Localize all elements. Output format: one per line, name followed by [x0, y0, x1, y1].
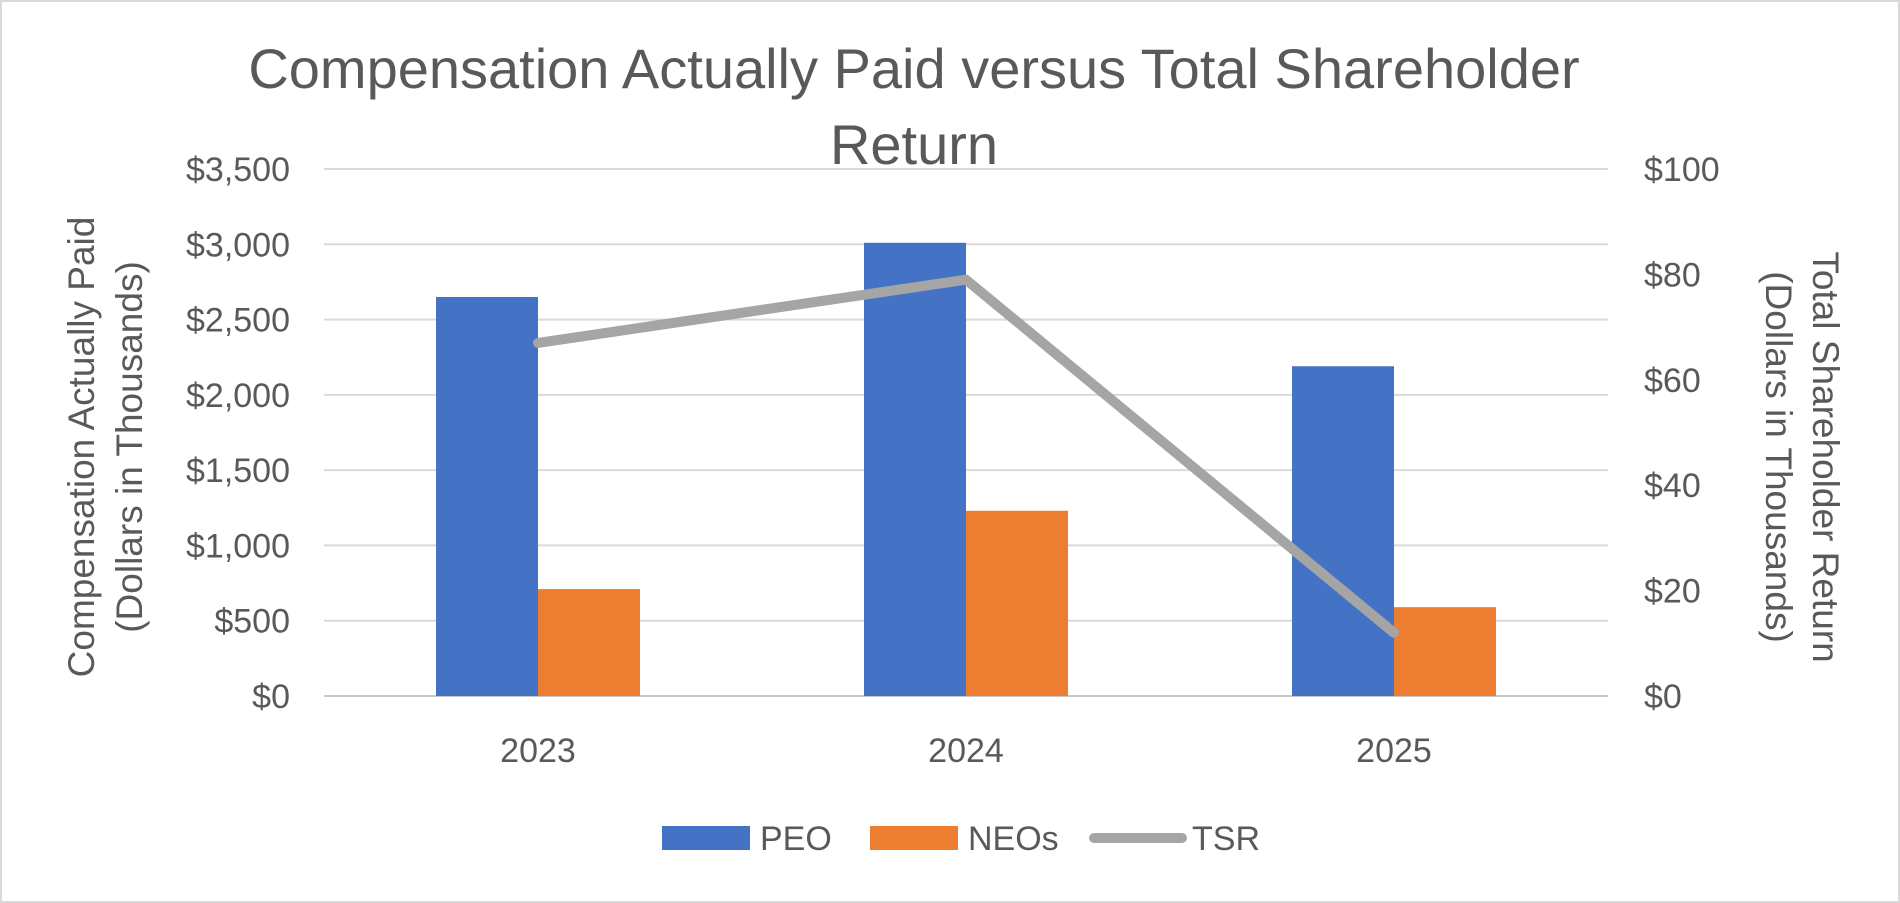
- bar-peo-2025: [1292, 366, 1394, 696]
- right-y-axis: $0 $20 $40 $60 $80 $100: [1644, 151, 1720, 716]
- right-tick-label: $60: [1644, 362, 1701, 400]
- x-tick-label: 2023: [500, 732, 576, 770]
- tsr-line-series: [533, 274, 1399, 638]
- bar-peo-2024: [864, 242, 966, 696]
- legend-label-neos: NEOs: [968, 820, 1059, 858]
- x-tick-label: 2025: [1356, 732, 1432, 770]
- chart-title-line-2: Return: [830, 113, 998, 176]
- left-axis-title-line-1: Compensation Actually Paid: [61, 217, 102, 678]
- left-tick-label: $2,500: [186, 302, 290, 340]
- tsr-line: [533, 274, 1399, 638]
- legend-label-peo: PEO: [760, 820, 832, 858]
- right-tick-label: $80: [1644, 256, 1701, 294]
- bar-peo-2023: [436, 296, 538, 696]
- bars: [436, 242, 1496, 696]
- legend-label-tsr: TSR: [1192, 820, 1260, 858]
- legend: PEO NEOs TSR: [662, 820, 1260, 858]
- left-tick-label: $1,500: [186, 452, 290, 490]
- left-y-axis: $0 $500 $1,000 $1,500 $2,000 $2,500 $3,000 $3,5…: [186, 151, 290, 716]
- right-tick-label: $40: [1644, 467, 1701, 505]
- right-tick-label: $100: [1644, 151, 1720, 189]
- left-tick-label: $0: [252, 678, 290, 716]
- legend-swatch-peo: [662, 826, 750, 850]
- right-axis-title-line-2: (Dollars in Thousands): [1758, 271, 1799, 643]
- left-tick-label: $3,000: [186, 226, 290, 264]
- x-tick-label: 2024: [928, 732, 1004, 770]
- x-axis: 2023 2024 2025: [500, 732, 1432, 770]
- left-tick-label: $1,000: [186, 527, 290, 565]
- chart-title-line-1: Compensation Actually Paid versus Total …: [248, 37, 1579, 100]
- left-axis-title-line-2: (Dollars in Thousands): [109, 261, 150, 633]
- bar-neos-2024: [966, 510, 1068, 696]
- left-tick-label: $500: [214, 603, 290, 641]
- bar-neos-2023: [538, 589, 640, 696]
- right-axis-title-line-1: Total Shareholder Return: [1805, 251, 1846, 662]
- left-tick-label: $3,500: [186, 151, 290, 189]
- legend-swatch-neos: [870, 826, 958, 850]
- right-tick-label: $0: [1644, 678, 1682, 716]
- bar-neos-2025: [1394, 607, 1496, 696]
- left-tick-label: $2,000: [186, 377, 290, 415]
- right-tick-label: $20: [1644, 573, 1701, 611]
